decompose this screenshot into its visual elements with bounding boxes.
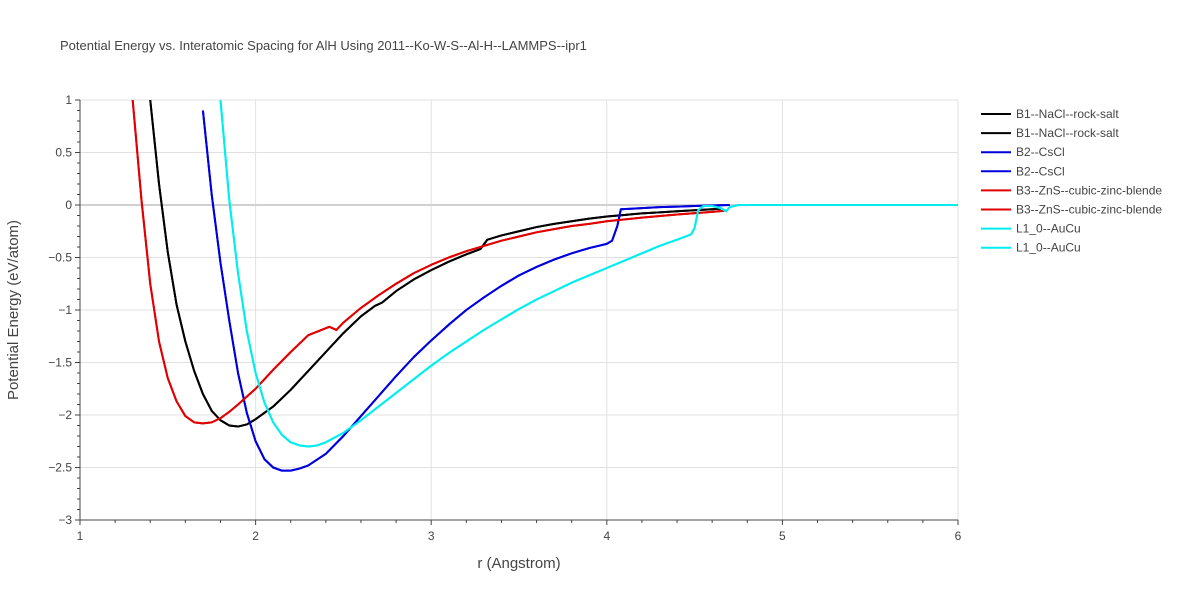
x-tick-label: 4 — [603, 529, 610, 543]
x-tick-label: 5 — [779, 529, 786, 543]
x-tick-label: 3 — [428, 529, 435, 543]
legend-label: B1--NaCl--rock-salt — [1016, 107, 1119, 121]
legend-item[interactable]: B1--NaCl--rock-salt — [981, 107, 1119, 121]
legend-item[interactable]: B1--NaCl--rock-salt — [981, 126, 1119, 140]
legend-label: B2--CsCl — [1016, 145, 1065, 159]
y-tick-label: 0.5 — [55, 146, 72, 160]
legend-item[interactable]: L1_0--AuCu — [981, 222, 1081, 236]
legend-label: L1_0--AuCu — [1016, 222, 1081, 236]
y-tick-label: 0 — [65, 198, 72, 212]
y-tick-label: 1 — [65, 93, 72, 107]
series-line-7 — [219, 100, 958, 448]
y-tick-label: −1 — [58, 303, 72, 317]
legend-label: B1--NaCl--rock-salt — [1016, 126, 1119, 140]
x-tick-label: 1 — [77, 529, 84, 543]
y-axis-title: Potential Energy (eV/atom) — [5, 220, 22, 400]
plot-area — [131, 100, 958, 472]
x-axis-title: r (Angstrom) — [477, 555, 560, 572]
x-tick-label: 6 — [955, 529, 962, 543]
x-tick-label: 2 — [252, 529, 259, 543]
y-tick-label: −3 — [58, 513, 72, 527]
series-layer — [131, 100, 958, 472]
legend-label: B2--CsCl — [1016, 164, 1065, 178]
y-tick-label: −2 — [58, 408, 72, 422]
series-line-1 — [149, 100, 721, 428]
chart-title: Potential Energy vs. Interatomic Spacing… — [60, 38, 587, 53]
legend-item[interactable]: B2--CsCl — [981, 145, 1065, 159]
legend-label: B3--ZnS--cubic-zinc-blende — [1016, 203, 1162, 217]
legend-item[interactable]: L1_0--AuCu — [981, 241, 1081, 255]
legend-label: B3--ZnS--cubic-zinc-blende — [1016, 183, 1162, 197]
series-line-5 — [131, 100, 725, 425]
legend: B1--NaCl--rock-salt B1--NaCl--rock-salt B2… — [981, 107, 1162, 255]
axis-layer: 1 2 3 4 5 6 1 0.5 0 −0.5 −1 −1.5 −2 −2.5 −3 — [48, 93, 961, 543]
legend-label: L1_0--AuCu — [1016, 241, 1081, 255]
y-tick-label: −0.5 — [48, 251, 72, 265]
legend-item[interactable]: B3--ZnS--cubic-zinc-blende — [981, 203, 1162, 217]
y-tick-label: −1.5 — [48, 356, 72, 370]
legend-item[interactable]: B3--ZnS--cubic-zinc-blende — [981, 183, 1162, 197]
legend-item[interactable]: B2--CsCl — [981, 164, 1065, 178]
series-line-3 — [201, 110, 730, 472]
y-tick-label: −2.5 — [48, 461, 72, 475]
